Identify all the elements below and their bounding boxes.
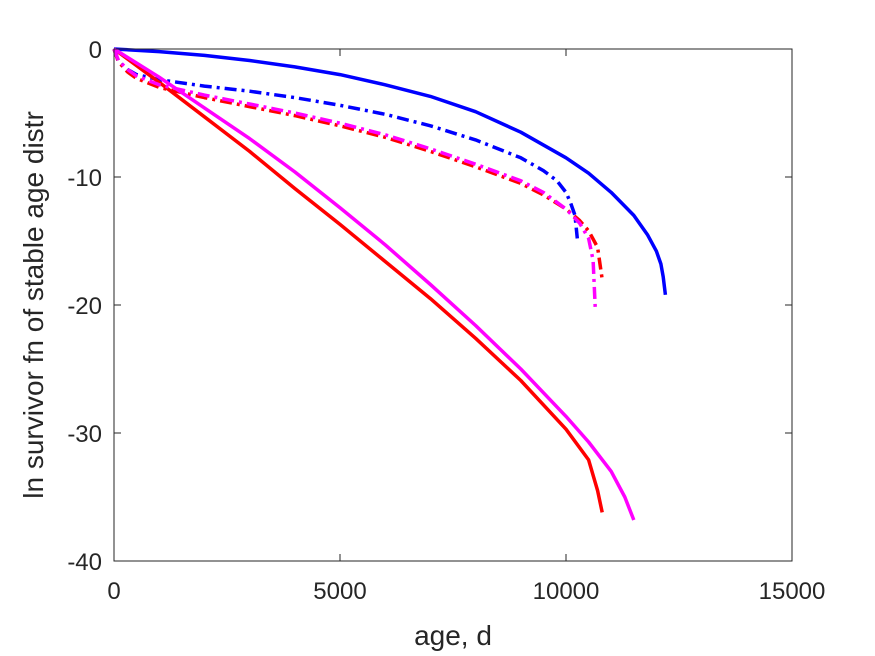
series-line-6 [112,48,598,312]
y-tick-label: -20 [67,293,102,320]
x-tick-label: 0 [107,578,120,605]
tick-labels: 0 5000 10000 15000 0 -10 -20 -30 -40 [67,37,825,605]
y-tick-label: -30 [67,421,102,448]
y-tick-label: 0 [89,37,102,64]
series-line-4 [112,48,604,280]
x-axis-label: age, d [414,620,492,651]
series-line-3 [112,47,604,513]
x-tick-label: 15000 [759,578,826,605]
y-axis-label: ln survivor fn of stable age distr [18,111,49,499]
x-tick-label: 10000 [533,578,600,605]
x-tick-label: 5000 [313,578,366,605]
series-line-5 [113,47,636,521]
plot-lines [112,47,668,521]
axis-ticks [113,48,793,562]
y-tick-label: -40 [67,549,102,576]
series-line-1 [113,47,668,296]
y-tick-label: -10 [67,165,102,192]
